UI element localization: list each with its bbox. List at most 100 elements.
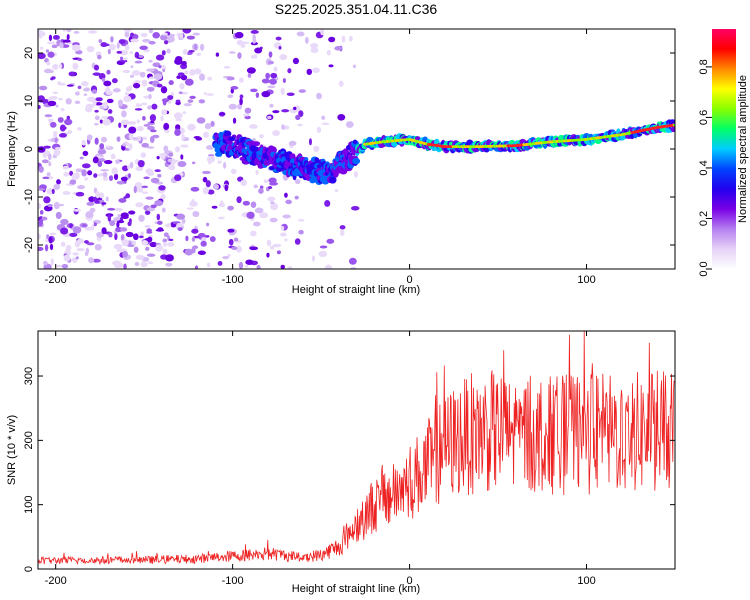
heatmap-cell (148, 76, 155, 80)
heatmap-cell (97, 160, 103, 167)
heatmap-cell (266, 252, 270, 258)
heatmap-cell (101, 202, 107, 205)
heatmap-cell (165, 254, 174, 262)
heatmap-cell (160, 194, 166, 200)
heatmap-cell (218, 202, 226, 208)
heatmap-cell (122, 69, 131, 74)
heatmap-cell (129, 74, 134, 78)
heatmap-cell (177, 72, 185, 76)
heatmap-cell (59, 42, 64, 49)
heatmap-cell (338, 80, 344, 87)
heatmap-cell (240, 179, 248, 187)
heatmap-cell (38, 188, 46, 191)
heatmap-cell (147, 236, 153, 243)
heatmap-cell (328, 36, 336, 43)
heatmap-cell (184, 78, 194, 86)
heatmap-cell (298, 89, 306, 93)
heatmap-cell (127, 164, 131, 170)
heatmap-cell (69, 179, 77, 185)
heatmap-cell (234, 31, 244, 39)
heatmap-cell (84, 251, 89, 257)
heatmap-cell (353, 171, 359, 178)
heatmap-cell (117, 220, 125, 224)
heatmap-cell (51, 44, 58, 49)
heatmap-cell (62, 191, 71, 195)
heatmap-cell (139, 45, 148, 50)
heatmap-cell (149, 114, 157, 122)
heatmap-cell (96, 231, 105, 238)
heatmap-cell (53, 183, 61, 190)
heatmap-cell (127, 121, 137, 125)
heatmap-cell (175, 128, 180, 132)
heatmap-cell (276, 166, 284, 172)
heatmap-cell (298, 110, 304, 117)
heatmap-cell (162, 248, 168, 256)
spectrogram-x-axis: -200 -100 0 100 (45, 29, 596, 286)
snr-x-axis: -200 -100 0 100 (45, 331, 596, 587)
heatmap-cell (184, 70, 189, 75)
heatmap-cell (79, 156, 84, 160)
heatmap-cell (141, 185, 149, 189)
heatmap-cell (134, 60, 143, 64)
heatmap-cell (133, 82, 141, 89)
heatmap-cell (125, 231, 134, 238)
heatmap-cell (46, 61, 51, 66)
heatmap-cell (294, 105, 301, 112)
heatmap-cell (102, 176, 109, 181)
heatmap-cell (294, 195, 299, 200)
heatmap-cell (286, 92, 295, 97)
heatmap-cell (47, 51, 55, 58)
heatmap-cell (146, 253, 156, 257)
heatmap-cell (109, 220, 116, 227)
heatmap-cell (269, 103, 274, 108)
heatmap-cell (196, 52, 202, 56)
heatmap-cell (98, 39, 103, 43)
heatmap-cell (69, 170, 74, 176)
heatmap-cell (201, 237, 207, 242)
heatmap-cell (242, 200, 250, 206)
heatmap-cell (281, 109, 290, 113)
heatmap-cell (154, 200, 164, 207)
heatmap-cell (83, 93, 88, 96)
heatmap-cell (106, 91, 114, 95)
heatmap-cell (55, 104, 59, 108)
heatmap-cell (45, 49, 50, 53)
spectrogram-y-label: Frequency (Hz) (6, 111, 18, 187)
heatmap-cell (152, 62, 161, 68)
heatmap-cell (127, 173, 131, 179)
heatmap-cell (42, 176, 50, 180)
heatmap-cell (163, 35, 168, 40)
heatmap-cell (148, 40, 156, 45)
x-tick-label: 0 (407, 274, 413, 286)
heatmap-cell (345, 121, 354, 128)
heatmap-cell (93, 173, 98, 178)
heatmap-cell (316, 126, 322, 133)
heatmap-cell (236, 39, 244, 46)
heatmap-cell (57, 203, 65, 207)
heatmap-cell (60, 218, 69, 226)
heatmap-cell (102, 101, 108, 109)
heatmap-cell (351, 206, 360, 211)
heatmap-cell (175, 99, 181, 103)
heatmap-cell (112, 88, 121, 93)
heatmap-cell (123, 29, 132, 33)
heatmap-cell (192, 245, 199, 250)
heatmap-cell (72, 226, 82, 234)
x-tick-label: -100 (222, 274, 244, 286)
heatmap-cell (136, 126, 144, 132)
heatmap-cell (168, 152, 174, 157)
heatmap-cell (57, 82, 66, 86)
heatmap-cell (156, 213, 161, 221)
heatmap-cell (118, 39, 126, 45)
heatmap-cell (272, 130, 280, 136)
heatmap-cell (121, 215, 129, 220)
heatmap-cell (106, 69, 111, 75)
heatmap-cell (206, 262, 211, 268)
heatmap-cell (55, 264, 63, 268)
heatmap-cell (132, 240, 137, 246)
heatmap-cell (211, 205, 218, 209)
heatmap-cell (187, 123, 196, 131)
heatmap-cell (48, 34, 53, 41)
heatmap-cell (239, 97, 243, 106)
